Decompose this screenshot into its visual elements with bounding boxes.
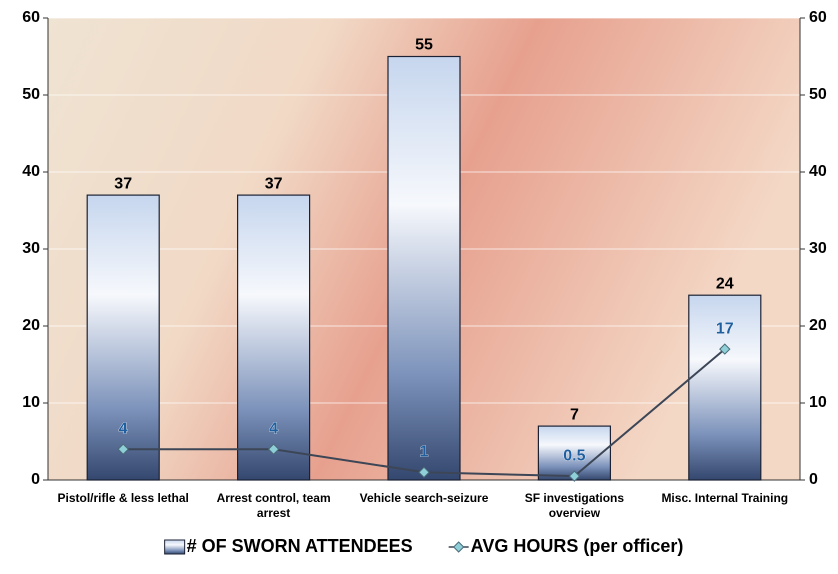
y2-tick-label: 40 [809, 163, 827, 180]
legend-item: # OF SWORN ATTENDEES [164, 536, 413, 556]
bar-value-label: 55 [415, 37, 433, 54]
y2-tick-label: 60 [809, 9, 827, 26]
legend-label: # OF SWORN ATTENDEES [187, 536, 413, 556]
bar-value-label: 24 [716, 275, 734, 292]
legend-label: AVG HOURS (per officer) [471, 536, 684, 556]
bar [387, 55, 461, 481]
bar [688, 294, 762, 481]
y2-tick-label: 50 [809, 86, 827, 103]
line-value-label: 4 [269, 420, 278, 437]
bar-value-label: 37 [114, 175, 132, 192]
y-tick-label: 0 [31, 471, 40, 488]
y-tick-label: 30 [22, 240, 40, 257]
y-tick-label: 40 [22, 163, 40, 180]
x-tick-label: Misc. Internal Training [661, 491, 789, 505]
y2-tick-label: 0 [809, 471, 818, 488]
legend-swatch [164, 539, 186, 555]
legend-marker [452, 541, 465, 553]
line-marker [719, 343, 731, 355]
x-tick-label: Pistol/rifle & less lethal [57, 491, 189, 505]
line-value-label: 0.5 [563, 447, 585, 464]
y-tick-label: 20 [22, 317, 40, 334]
bar-value-label: 37 [265, 175, 283, 192]
line-marker [568, 470, 581, 482]
y2-tick-label: 10 [809, 394, 827, 411]
line-marker [267, 443, 280, 455]
y-tick-label: 50 [22, 86, 40, 103]
bar-value-label: 7 [570, 406, 579, 423]
line-marker [117, 443, 129, 455]
y2-tick-label: 20 [809, 317, 827, 334]
x-tick-label: Arrest control, team arrest [216, 491, 331, 520]
line-value-label: 17 [716, 320, 734, 337]
bar [237, 194, 311, 481]
y-tick-label: 10 [22, 394, 40, 411]
y-tick-label: 60 [22, 9, 40, 26]
bar [86, 194, 160, 481]
legend-item: AVG HOURS (per officer) [448, 536, 684, 556]
y2-tick-label: 30 [809, 240, 827, 257]
line-marker [418, 466, 430, 479]
x-tick-label: Vehicle search-seizure [359, 491, 489, 505]
line-value-label: 1 [420, 444, 429, 461]
line-value-label: 4 [119, 420, 128, 437]
x-tick-label: SF investigations overview [524, 491, 625, 520]
